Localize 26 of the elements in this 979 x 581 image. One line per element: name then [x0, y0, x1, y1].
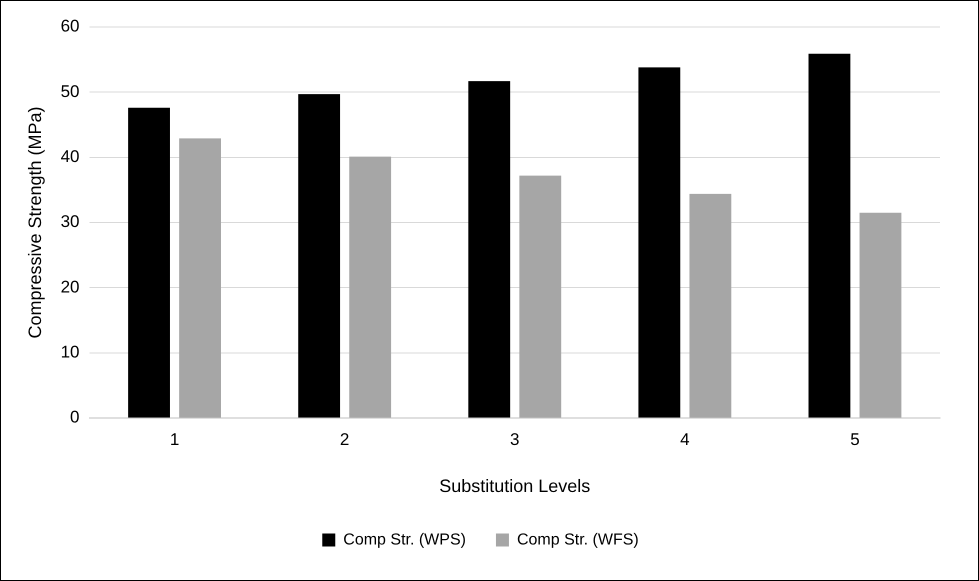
y-tick-label: 30: [60, 212, 80, 232]
x-axis-title: Substitution Levels: [439, 476, 590, 496]
x-tick-label: 3: [510, 430, 520, 449]
bar: [128, 108, 170, 418]
x-tick-label: 1: [170, 430, 180, 449]
legend-label: Comp Str. (WFS): [516, 531, 639, 548]
bar: [519, 176, 562, 418]
bar: [638, 67, 680, 418]
bar: [808, 54, 850, 418]
bar: [179, 138, 221, 418]
bar: [689, 194, 732, 418]
bar: [860, 212, 902, 418]
x-tick-label: 4: [680, 430, 690, 449]
y-tick-label: 60: [60, 16, 80, 36]
bar: [298, 94, 340, 418]
bar: [349, 156, 392, 418]
x-tick-label: 2: [340, 430, 350, 449]
y-tick-label: 20: [60, 277, 80, 296]
y-tick-label: 50: [60, 82, 80, 101]
y-tick-label: 10: [60, 342, 80, 362]
y-axis-title: Compressive Strength (MPa): [24, 106, 45, 339]
legend-label: Comp Str. (WPS): [343, 531, 466, 548]
bar: [468, 81, 510, 418]
y-tick-label: 40: [60, 147, 80, 166]
x-tick-label: 5: [850, 430, 860, 449]
y-tick-label: 0: [70, 408, 80, 427]
